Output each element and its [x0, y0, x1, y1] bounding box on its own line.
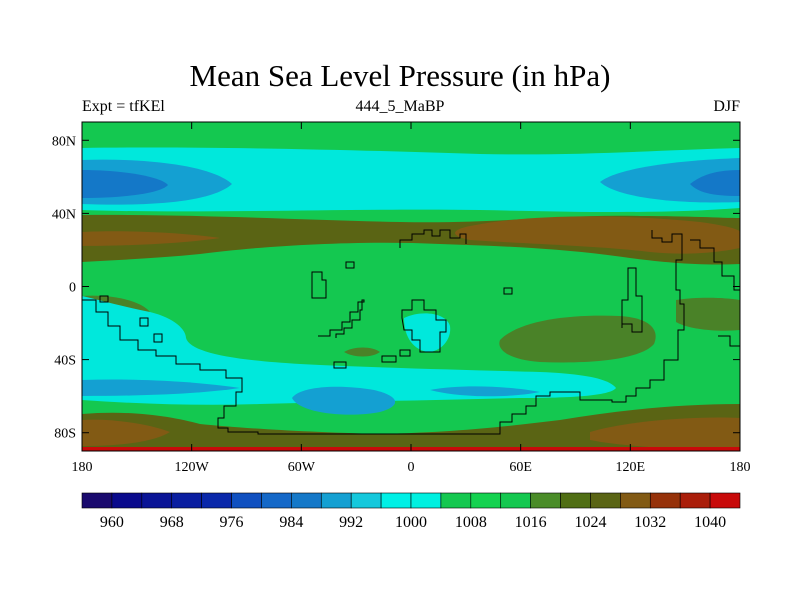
coast-antarctica-east [718, 335, 740, 347]
field-antarctic-brown-west [82, 419, 170, 446]
field-north-low-blue-east [690, 170, 740, 196]
colorbar-swatch [320, 492, 352, 509]
colorbar-label: 1016 [515, 514, 547, 531]
x-tick-label: 120E [616, 460, 646, 475]
colorbar: 960 968 976 984 992 1000 1008 1016 1024 1032 1040 [81, 492, 741, 531]
y-tick-label: 40N [52, 207, 76, 222]
field-south-low-cyan-atlantic [404, 313, 451, 352]
field-south-low-lightblue-pacific [292, 386, 396, 415]
field-south-high-australia [676, 297, 740, 331]
colorbar-swatch [500, 492, 531, 509]
field-north-low-blue [82, 170, 168, 198]
field-south-low-cyan [82, 296, 616, 405]
colorbar-label: 1024 [574, 514, 606, 531]
colorbar-label: 1000 [395, 514, 427, 531]
colorbar-swatch [560, 492, 591, 509]
colorbar-swatch [350, 492, 382, 509]
colorbar-swatch [111, 492, 143, 509]
x-tick-label: 60E [509, 460, 532, 475]
coast-madagascar-region [401, 299, 447, 353]
pressure-contour-field [82, 122, 740, 451]
coast-antarctica [82, 299, 600, 435]
x-tick-label: 60W [288, 460, 316, 475]
colorbar-swatch [380, 492, 412, 509]
coast-west-pacific [139, 317, 163, 343]
colorbar-label: 976 [220, 514, 244, 531]
colorbar-swatch [620, 492, 651, 509]
field-south-high-atlantic [344, 347, 380, 357]
colorbar-label: 1032 [634, 514, 666, 531]
y-tick-label: 0 [69, 281, 76, 296]
coast-south-america [311, 271, 327, 299]
field-north-high-brown [455, 216, 740, 254]
colorbar-swatch [141, 492, 173, 509]
colorbar-swatch [291, 492, 322, 509]
colorbar-swatch [470, 492, 502, 509]
colorbar-swatch [171, 492, 202, 509]
x-tick-label: 180 [730, 460, 751, 475]
colorbar-label: 984 [279, 514, 303, 531]
colorbar-label: 960 [100, 514, 124, 531]
y-tick-label: 40S [54, 354, 76, 369]
y-tick-label: 80N [52, 134, 76, 149]
season-label: DJF [713, 98, 740, 115]
colorbar-swatch [590, 492, 621, 509]
colorbar-label: 1040 [694, 514, 726, 531]
field-south-low-lightblue-indian [430, 386, 540, 397]
field-south-low-lightblue [82, 379, 240, 396]
coastlines [82, 229, 740, 435]
colorbar-label: 1008 [455, 514, 487, 531]
colorbar-swatch [231, 492, 262, 509]
colorbar-label: 992 [339, 514, 363, 531]
x-tick-label: 120W [175, 460, 210, 475]
coast-asia-east [600, 230, 685, 403]
field-antarctic-brown-east [590, 417, 740, 449]
coast-india-east [621, 267, 643, 333]
x-axis: 180 120W 60W 0 60E 120E 180 [72, 122, 751, 475]
x-tick-label: 180 [72, 460, 93, 475]
coast-west-africa [318, 299, 365, 338]
colorbar-swatch [81, 492, 113, 509]
y-axis: 80N 40N 0 40S 80S [52, 134, 740, 442]
y-tick-label: 80S [54, 427, 76, 442]
colorbar-swatch [649, 492, 681, 509]
coast-north-africa [399, 229, 467, 248]
colorbar-label: 968 [160, 514, 184, 531]
colorbar-swatch [440, 492, 472, 509]
experiment-label: Expt = tfKEl [82, 98, 165, 115]
coast-small-islands [99, 261, 513, 303]
colorbar-swatch [679, 492, 711, 509]
colorbar-swatch [201, 492, 232, 509]
field-north-low-cyan [82, 147, 740, 212]
x-tick-label: 0 [408, 460, 415, 475]
colorbar-swatch [530, 492, 561, 509]
field-north-high-brown-west [82, 231, 220, 246]
map-title: Mean Sea Level Pressure (in hPa) [189, 58, 611, 93]
colorbar-swatch [410, 492, 442, 509]
field-antarctic-olive [82, 404, 740, 451]
colorbar-swatch [709, 492, 741, 509]
coast-islands-south [333, 349, 411, 369]
coast-indonesia [690, 239, 740, 291]
field-south-high-indian [499, 315, 656, 363]
colorbar-swatch [261, 492, 292, 509]
case-label: 444_5_MaBP [355, 98, 445, 115]
